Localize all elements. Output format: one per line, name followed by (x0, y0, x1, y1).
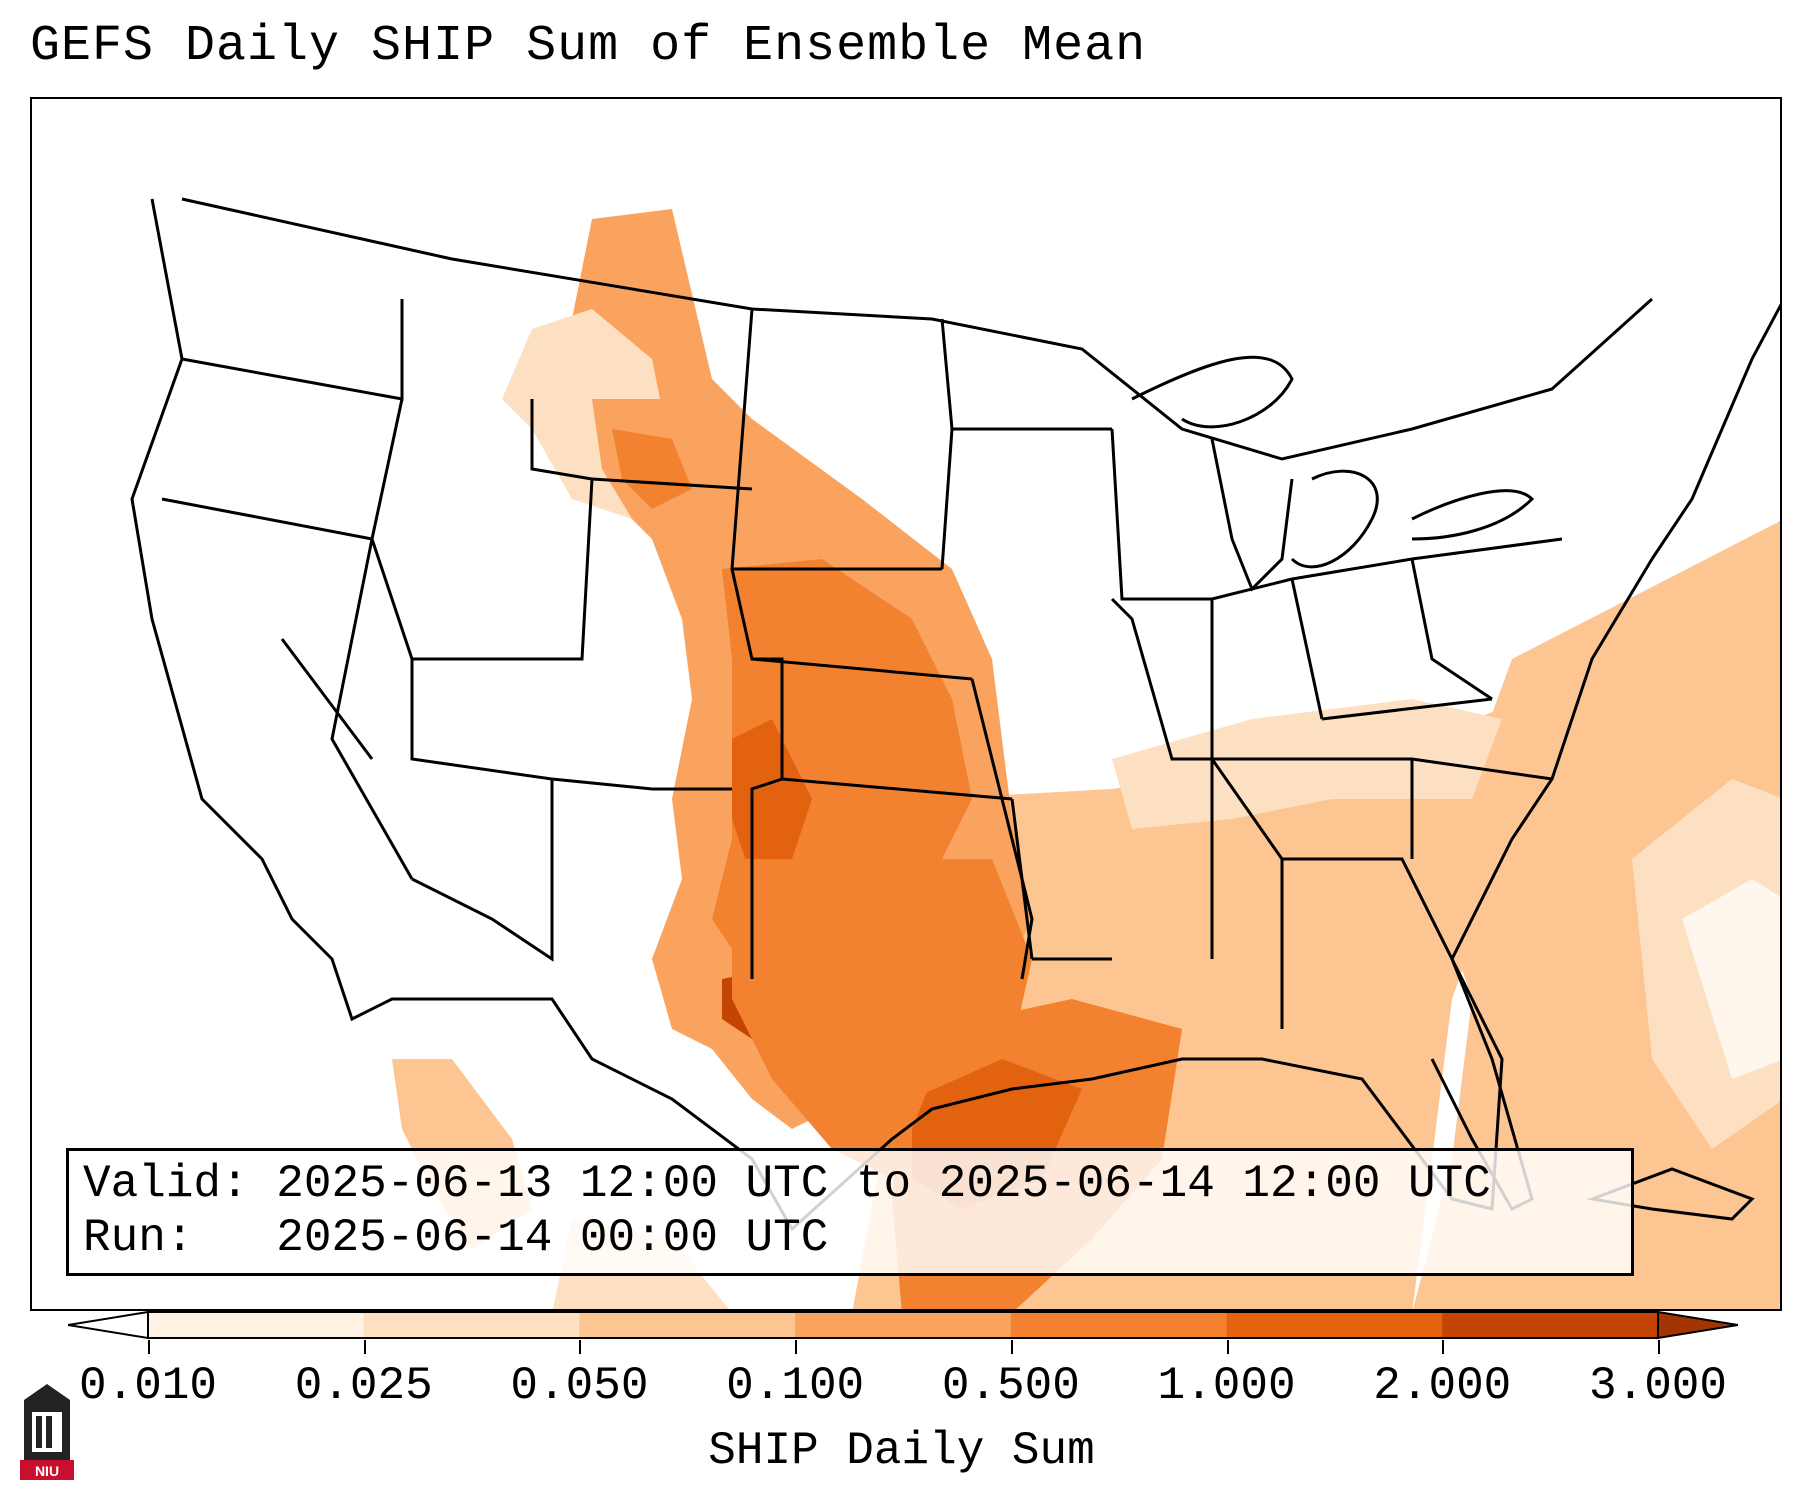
colorbar-tick (148, 1340, 150, 1354)
niu-logo-text: NIU (35, 1463, 59, 1479)
great-lakes (1131, 355, 1535, 592)
ship-field (392, 209, 1780, 1309)
colorbar-tick-label: 0.010 (78, 1360, 218, 1412)
colorbar-segment (579, 1312, 796, 1338)
colorbar-segment (1226, 1312, 1443, 1338)
map-panel (30, 97, 1782, 1311)
run-value: 2025-06-14 00:00 UTC (276, 1212, 829, 1264)
colorbar-extend-low (68, 1310, 149, 1340)
colorbar-tick-label: 2.000 (1373, 1360, 1512, 1412)
valid-value: 2025-06-13 12:00 UTC to 2025-06-14 12:00… (276, 1158, 1491, 1210)
colorbar (68, 1310, 1738, 1340)
colorbar-label: SHIP Daily Sum (708, 1425, 1095, 1477)
cuba (1586, 1167, 1755, 1221)
run-row: Run: 2025-06-14 00:00 UTC (83, 1211, 1631, 1265)
shade-southeast-light (1112, 699, 1502, 829)
valid-label: Valid: (83, 1158, 249, 1210)
state-lines-central (730, 308, 1214, 980)
valid-run-info-box: Valid: 2025-06-13 12:00 UTC to 2025-06-1… (66, 1148, 1634, 1276)
colorbar-tick-label: 0.025 (294, 1360, 433, 1412)
shade-atlantic-white (1682, 879, 1780, 1079)
colorbar-tick (795, 1340, 798, 1354)
ship-map (130, 197, 1780, 1309)
colorbar-segment (1442, 1312, 1659, 1338)
boundaries (130, 197, 1780, 1232)
colorbar-segment (795, 1312, 1012, 1338)
colorbar-tick (363, 1340, 366, 1354)
us-outline (130, 198, 1780, 1232)
colorbar-extend-high (1657, 1310, 1738, 1340)
shade-montana-dark (612, 429, 692, 509)
colorbar-tick-label: 1.000 (1157, 1360, 1296, 1412)
colorbar-tick (1658, 1340, 1660, 1354)
colorbar-segment (148, 1312, 365, 1338)
colorbar-tick (1226, 1340, 1229, 1354)
map-title: GEFS Daily SHIP Sum of Ensemble Mean (30, 18, 1147, 75)
colorbar-tick-label: 0.500 (941, 1360, 1080, 1412)
colorbar-segment (363, 1312, 580, 1338)
shade-texas (732, 859, 1032, 1179)
state-lines-west (161, 299, 753, 962)
colorbar-tick (1010, 1340, 1013, 1354)
valid-row: Valid: 2025-06-13 12:00 UTC to 2025-06-1… (83, 1157, 1631, 1211)
colorbar-tick (579, 1340, 582, 1354)
niu-logo: NIU (20, 1384, 74, 1480)
colorbar-tick (1442, 1340, 1445, 1354)
colorbar-tick-label: 0.100 (726, 1360, 865, 1412)
colorbar-tick-label: 0.050 (510, 1360, 649, 1412)
run-label: Run: (83, 1212, 194, 1264)
canada-border (181, 197, 1654, 461)
colorbar-outline (147, 1311, 1659, 1339)
colorbar-tick-label: 3.000 (1588, 1360, 1728, 1412)
colorbar-segment (1010, 1312, 1228, 1338)
